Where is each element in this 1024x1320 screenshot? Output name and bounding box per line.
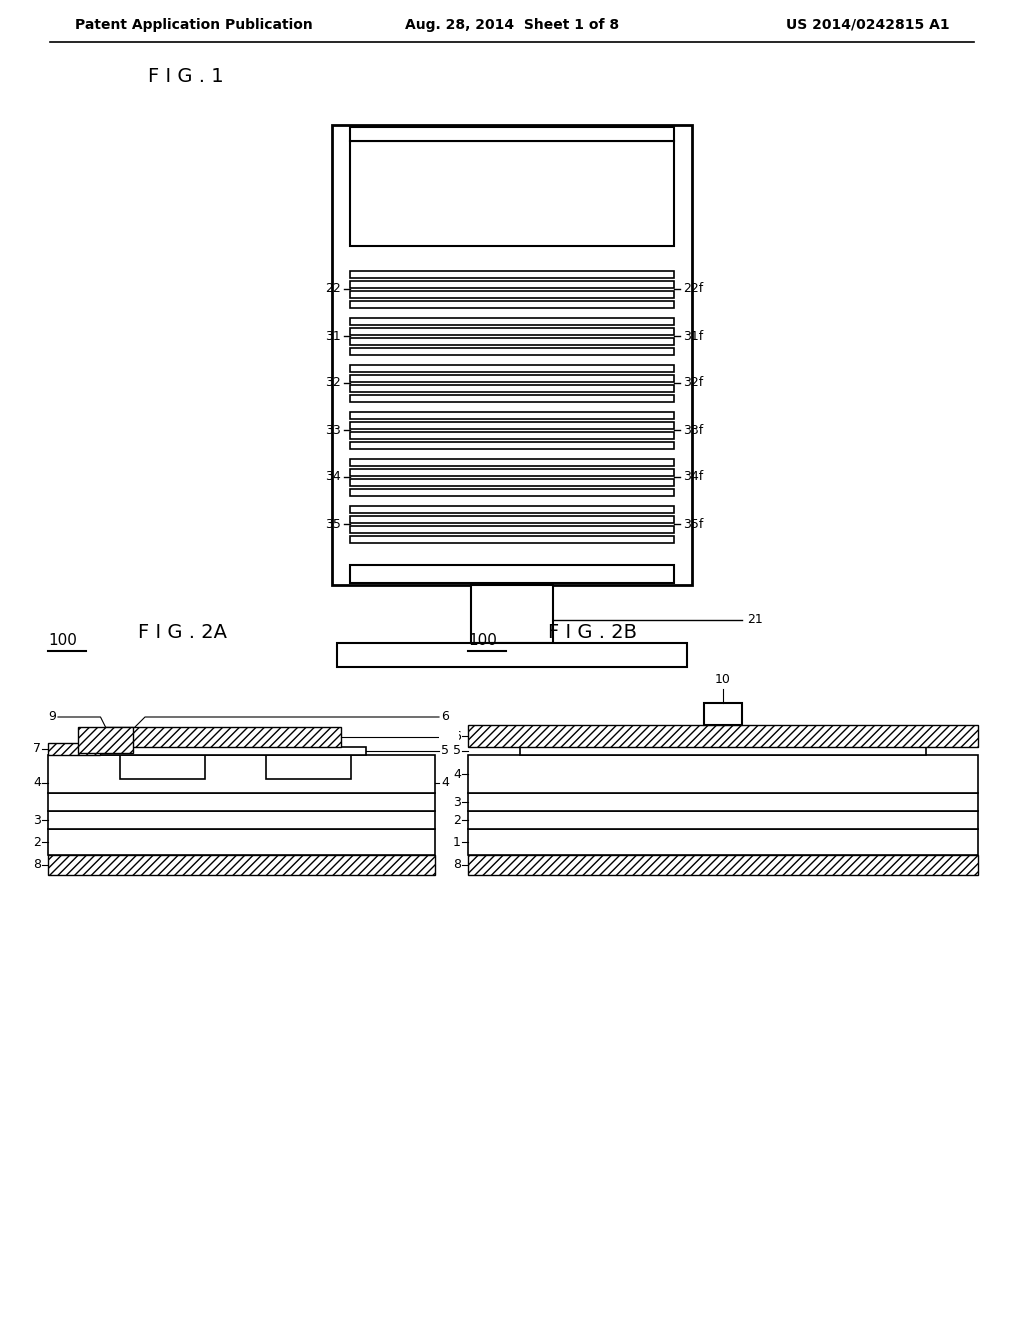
Bar [468,725,978,747]
Text: 21: 21 [746,614,763,626]
Bar [468,810,978,829]
Bar [350,565,674,583]
Bar [48,743,100,755]
Bar [468,755,978,793]
Bar [471,585,553,643]
Bar [350,141,674,246]
Text: 10: 10 [715,673,731,686]
Text: 100: 100 [48,634,77,648]
Bar [350,281,674,288]
Bar [48,810,435,829]
Text: 31f: 31f [683,330,703,342]
Bar [337,643,687,667]
Bar [48,755,435,793]
Text: 6: 6 [441,710,449,723]
Bar [350,318,674,325]
Bar [439,731,459,743]
Text: 1: 1 [454,836,461,849]
Bar [350,458,674,466]
Text: 3: 3 [33,813,41,826]
Bar [48,829,435,855]
Text: 32f: 32f [683,376,703,389]
Bar [350,488,674,495]
Text: 4: 4 [454,767,461,780]
Text: 4: 4 [33,776,41,789]
Text: 34: 34 [326,470,341,483]
Text: F I G . 2B: F I G . 2B [548,623,637,642]
Text: US 2014/0242815 A1: US 2014/0242815 A1 [786,18,950,32]
Bar [350,384,674,392]
Text: 3: 3 [454,796,461,808]
Text: 8: 8 [453,858,461,871]
Text: 7: 7 [33,742,41,755]
Bar [350,271,674,277]
Text: 9: 9 [48,710,56,723]
Bar [350,506,674,512]
Bar [350,479,674,486]
Text: 2: 2 [33,836,41,849]
Bar [350,421,674,429]
Text: 5: 5 [453,744,461,758]
Bar [468,855,978,875]
Bar [350,516,674,523]
Bar [78,727,133,752]
Text: 35: 35 [326,517,341,531]
Bar [100,747,366,755]
Text: 6: 6 [441,730,449,743]
Text: 6: 6 [454,730,461,742]
Bar [468,793,978,810]
Bar [350,412,674,418]
Bar [350,338,674,345]
Bar [350,364,674,371]
Text: 2: 2 [454,813,461,826]
Bar [48,793,435,810]
Text: Aug. 28, 2014  Sheet 1 of 8: Aug. 28, 2014 Sheet 1 of 8 [404,18,620,32]
Bar [350,525,674,532]
Text: 100: 100 [468,634,497,648]
Bar [266,755,351,779]
Text: 35f: 35f [683,517,703,531]
Bar [350,375,674,381]
Bar [350,301,674,308]
Bar [332,125,692,585]
Bar [350,395,674,401]
Text: F I G . 1: F I G . 1 [148,67,223,87]
Bar [105,727,341,747]
Text: F I G . 2A: F I G . 2A [138,623,227,642]
Text: 4: 4 [441,776,449,789]
Text: 22f: 22f [683,282,703,296]
Bar [48,855,435,875]
Text: 33: 33 [326,424,341,437]
Text: 8: 8 [33,858,41,871]
Text: 31: 31 [326,330,341,342]
Text: 34f: 34f [683,470,703,483]
Bar [350,536,674,543]
Bar [705,704,742,725]
Bar [350,469,674,475]
Bar [350,347,674,355]
Bar [350,127,674,141]
Bar [468,829,978,855]
Bar [350,327,674,334]
Bar [350,441,674,449]
Bar [520,747,926,755]
Bar [350,432,674,438]
Bar [350,290,674,297]
Bar [120,755,205,779]
Text: 33f: 33f [683,424,703,437]
Text: Patent Application Publication: Patent Application Publication [75,18,312,32]
Text: 22: 22 [326,282,341,296]
Text: 5: 5 [441,744,449,758]
Text: 32: 32 [326,376,341,389]
